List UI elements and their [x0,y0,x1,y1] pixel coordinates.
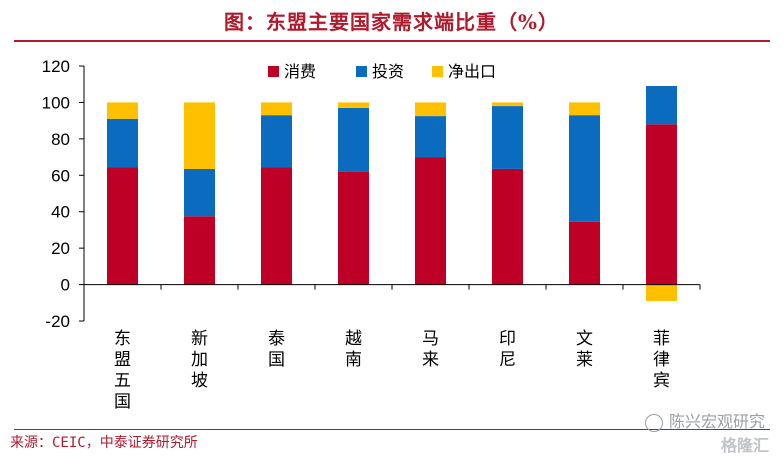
x-category-label-char: 律 [653,350,670,370]
bar-segment [261,167,292,285]
bar-segment [107,102,138,119]
bar-segment [415,102,446,117]
x-category-label-char: 泰 [268,329,285,349]
x-category-label-char: 印 [499,329,516,349]
y-tick-label: 100 [42,93,70,112]
x-category-label-char: 莱 [576,350,593,370]
x-category-label-char: 越 [345,329,362,349]
y-tick-label: 120 [42,57,70,76]
y-tick-label: 40 [51,203,70,222]
legend-label: 投资 [372,62,404,81]
x-category-label-char: 国 [114,392,131,412]
legend-swatch [268,66,279,77]
bar-segment [338,107,369,172]
footer-rule [14,429,770,430]
bar-segment [338,171,369,285]
bar-segment [107,118,138,168]
legend-label: 消费 [284,62,316,81]
logo: 格隆汇 [720,436,769,455]
title-rule [14,40,770,42]
watermark-text: 陈兴宏观研究 [668,412,765,431]
y-tick-label: 20 [51,239,70,258]
x-category-label-char: 文 [576,329,593,349]
legend-swatch [432,66,443,77]
x-category-label-char: 宾 [653,371,670,391]
x-category-label-char: 菲 [653,329,670,349]
watermark: 陈兴宏观研究 [644,408,765,432]
y-tick-label: -20 [45,312,70,331]
bar-segment [569,221,600,285]
bar-segment [184,102,215,169]
legend-swatch [356,66,367,77]
legend-label: 净出口 [448,62,496,81]
wechat-icon [644,413,663,432]
bar-segment [184,216,215,285]
bar-segment [492,168,523,285]
x-category-label-char: 盟 [114,350,131,370]
bar-segment [646,284,677,301]
bar-segment [492,102,523,107]
bar-segment [646,124,677,285]
bar-segment [415,157,446,285]
x-category-label-char: 南 [345,350,362,370]
y-tick-label: 60 [51,166,70,185]
x-category-label-char: 东 [114,329,131,349]
x-category-label-char: 坡 [191,371,208,391]
bar-segment [415,116,446,158]
x-category-label-char: 五 [114,371,131,391]
y-tick-label: 80 [51,130,70,149]
bar-segment [261,102,292,116]
source-note: 来源：CEIC，中泰证券研究所 [10,435,198,451]
x-category-label-char: 加 [191,350,208,370]
bar-segment [569,115,600,222]
bar-segment [107,167,138,285]
x-category-label-char: 新 [191,329,208,349]
x-category-label-char: 尼 [499,350,516,370]
y-tick-label: 0 [61,276,70,295]
bar-segment [492,106,523,169]
x-category-label-char: 马 [422,329,439,349]
bar-segment [261,115,292,168]
chart-title: 图：东盟主要国家需求端比重（%） [223,10,559,34]
x-category-label-char: 来 [422,350,439,370]
x-category-label-char: 国 [268,350,285,370]
bar-segment [569,102,600,116]
bar-segment [646,86,677,125]
bar-segment [338,102,369,108]
bar-segment [184,168,215,217]
